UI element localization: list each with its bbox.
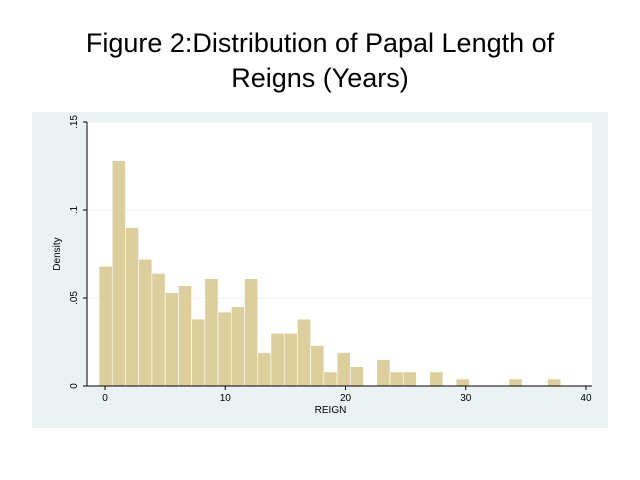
y-axis-label: Density: [52, 237, 63, 270]
histogram-bar: [257, 352, 272, 387]
histogram-bar: [204, 278, 219, 387]
x-tick-label: 40: [580, 393, 592, 404]
axes: 0 .05 .1 .15 0 10 20 30 40: [69, 115, 592, 404]
histogram-bar: [297, 318, 311, 387]
x-tick-label: 20: [340, 393, 352, 404]
x-tick-label: 10: [220, 393, 232, 404]
histogram-bar: [429, 371, 444, 387]
histogram-bar: [98, 266, 113, 387]
histogram-bar: [323, 371, 338, 387]
histogram-bar: [138, 258, 153, 387]
histogram-bar: [111, 160, 126, 387]
histogram-bar: [389, 371, 404, 387]
histogram-bar: [350, 366, 364, 387]
histogram-bar: [125, 227, 140, 387]
histogram-bar: [336, 352, 351, 387]
histogram-bar: [310, 345, 325, 387]
y-tick-label: 0: [69, 383, 80, 389]
histogram-bar: [376, 359, 391, 387]
x-axis-label: REIGN: [315, 405, 347, 416]
histogram-bar: [151, 273, 166, 387]
histogram-bar: [270, 332, 285, 387]
chart-panel: 0 .05 .1 .15 0 10 20 30 40 Density REIGN: [32, 112, 608, 428]
histogram-bar: [455, 378, 470, 387]
x-tick-label: 30: [460, 393, 472, 404]
axis-labels: Density REIGN: [52, 237, 346, 416]
histogram-bars: [98, 160, 562, 387]
y-tick-label: .05: [69, 291, 80, 305]
chart-title-line-2: Reigns (Years): [231, 63, 409, 93]
histogram-bar: [217, 311, 232, 387]
x-tick-label: 0: [102, 393, 108, 404]
chart-title: Figure 2:Distribution of Papal Length of…: [0, 26, 640, 96]
histogram-chart: 0 .05 .1 .15 0 10 20 30 40 Density REIGN: [32, 112, 608, 428]
histogram-bar: [191, 318, 206, 387]
y-tick-label: .15: [69, 115, 80, 129]
y-tick-label: .1: [69, 205, 80, 214]
histogram-bar: [402, 371, 417, 387]
histogram-bar: [547, 378, 562, 387]
chart-title-line-1: Figure 2:Distribution of Papal Length of: [85, 28, 555, 58]
histogram-bar: [283, 332, 298, 387]
histogram-bar: [230, 306, 245, 387]
histogram-bar: [178, 285, 192, 387]
histogram-bar: [508, 378, 523, 387]
histogram-bar: [244, 278, 259, 387]
histogram-bar: [164, 292, 179, 387]
